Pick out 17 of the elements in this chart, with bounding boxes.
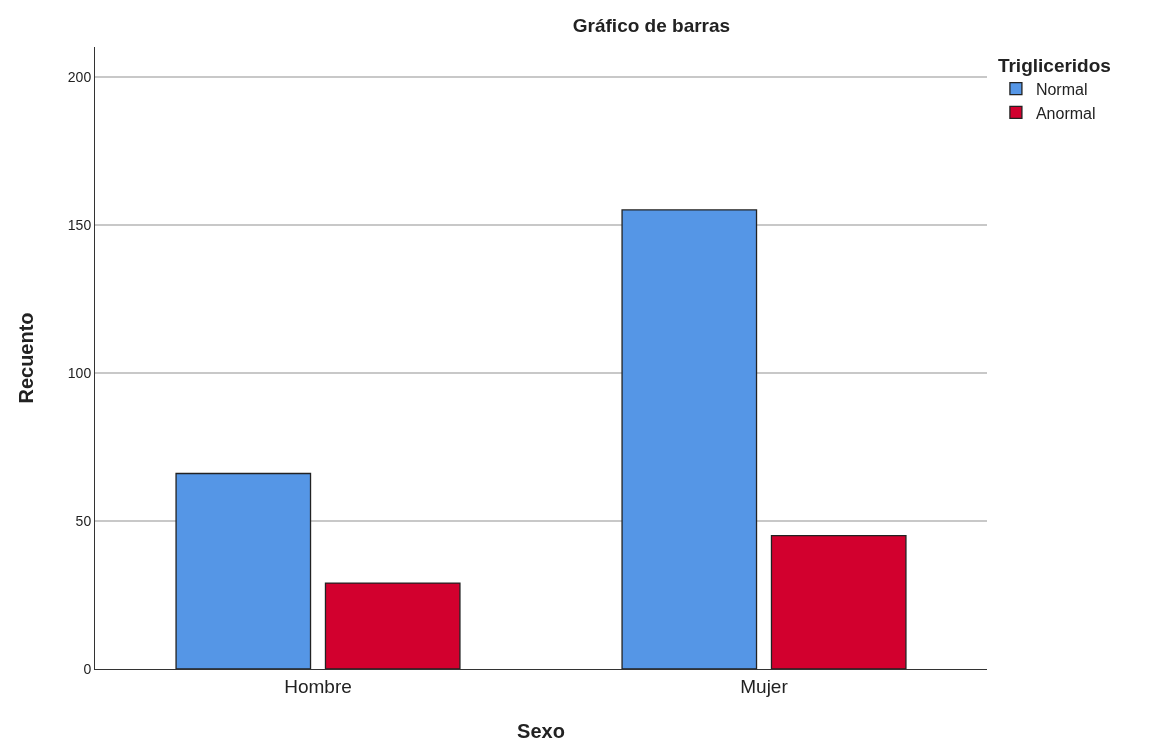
legend-label: Normal [1035, 80, 1088, 98]
bar [324, 582, 461, 669]
chart-title: Gráfico de barras [572, 15, 731, 37]
bar [175, 472, 312, 669]
legend-label: Anormal [1035, 104, 1096, 122]
y-tick-label: 0 [83, 660, 92, 677]
y-tick-label: 200 [67, 68, 92, 85]
bar [621, 209, 758, 669]
y-tick-label: 50 [75, 512, 92, 529]
x-tick-label: Mujer [740, 675, 789, 697]
y-axis-title: Recuento [15, 312, 38, 404]
x-axis-title: Sexo [517, 720, 565, 743]
legend-title: Trigliceridos [997, 54, 1111, 76]
y-tick-label: 150 [67, 216, 92, 233]
y-tick-label: 100 [67, 364, 92, 381]
bar [770, 535, 907, 669]
x-tick-label: Hombre [284, 675, 352, 697]
